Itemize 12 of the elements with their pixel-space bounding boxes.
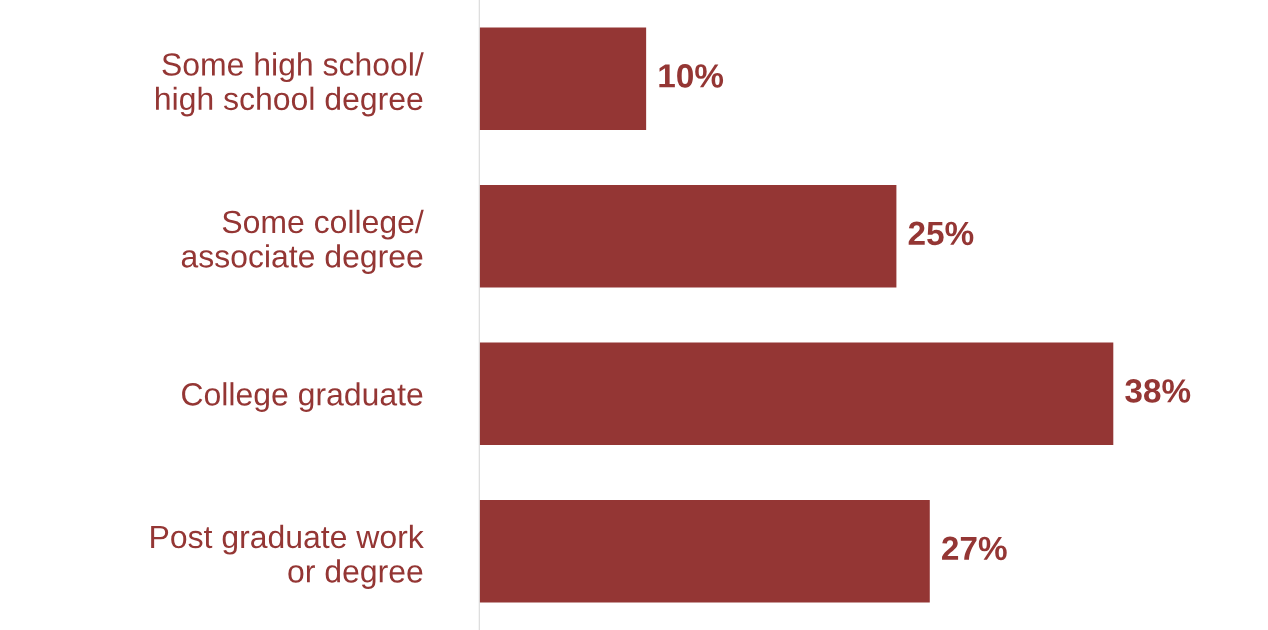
y-tick-label: Some college/ associate degree [181,209,424,274]
bar [479,342,1114,445]
data-label: 27% [942,536,1007,561]
data-label: 10% [659,64,724,88]
data-label: 25% [908,221,974,246]
bar [479,185,897,288]
bar [479,500,930,603]
y-tick-label: Post graduate work or degree [151,524,424,589]
bar [479,27,647,130]
y-tick-label: Some high school/ high school degree [156,52,424,117]
y-tick-label: College graduate [182,382,423,412]
data-label: 38% [1125,379,1191,403]
